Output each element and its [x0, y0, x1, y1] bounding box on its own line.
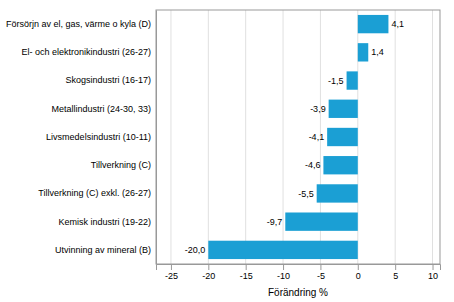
x-tick-label: -20 [202, 271, 215, 281]
data-label: -20,0 [185, 245, 206, 255]
x-tick-label: -25 [165, 271, 178, 281]
data-labels: -20,0 -9,7 -5,5 -4,6 -4,1 -3,9 -1,5 1,4 4,1 [185, 19, 404, 255]
x-tick: -25 [165, 264, 178, 281]
y-tick: Kemisk industri (19-22) [58, 217, 151, 227]
y-tick: Skogsindustri (16-17) [65, 75, 151, 85]
x-tick-mark [283, 264, 284, 270]
chart-svg: -25 -20 -15 -10 -5 0 5 10 Försörjn av el, gas, v… [0, 0, 454, 302]
bar [327, 128, 358, 146]
bar [347, 71, 358, 89]
bar [208, 241, 357, 259]
grid-line [432, 10, 433, 264]
data-label: -4,6 [305, 160, 321, 170]
y-tick: Livsmedelsindustri (10-11) [46, 132, 151, 142]
y-tick: El- och elektronikindustri (26-27) [21, 47, 151, 57]
x-axis: -25 -20 -15 -10 -5 0 5 10 [157, 264, 441, 281]
y-tick-label: Tillverkning (C) [91, 160, 151, 170]
x-axis-line [157, 265, 441, 271]
grid-line [283, 10, 284, 264]
data-label: 4,1 [391, 19, 404, 29]
y-tick: Utvinning av mineral (B) [55, 245, 151, 255]
y-tick-label: Utvinning av mineral (B) [55, 245, 151, 255]
data-label: -5,5 [298, 189, 314, 199]
grid-line [170, 10, 171, 264]
y-tick-label: Livsmedelsindustri (10-11) [46, 132, 151, 142]
grid-line [245, 10, 246, 264]
x-tick-label: 0 [356, 271, 361, 281]
grid-line [395, 10, 396, 264]
y-tick-label: Kemisk industri (19-22) [58, 217, 151, 227]
x-tick-label: 10 [428, 271, 438, 281]
data-label: -4,1 [309, 132, 325, 142]
y-tick-label: Tillverkning (C) exkl. (26-27) [38, 188, 151, 198]
x-tick-mark [320, 264, 321, 270]
bar [285, 212, 357, 230]
y-tick-label: Försörjn av el, gas, värme o kyla (D) [6, 19, 151, 29]
x-tick: -15 [240, 264, 253, 281]
x-tick: 0 [356, 264, 361, 281]
data-label: -9,7 [267, 217, 283, 227]
x-tick-mark [246, 264, 247, 270]
data-label: -1,5 [328, 76, 344, 86]
grid-line [208, 10, 209, 264]
y-tick-label: El- och elektronikindustri (26-27) [21, 47, 151, 57]
y-tick: Försörjn av el, gas, värme o kyla (D) [6, 19, 151, 29]
plot: -25 -20 -15 -10 -5 0 5 10 Försörjn av el, gas, v… [6, 10, 441, 281]
x-tick: -20 [202, 264, 215, 281]
x-tick-mark [395, 264, 396, 270]
bar [358, 15, 389, 33]
grid [171, 10, 433, 264]
bar [317, 184, 358, 202]
y-tick: Tillverkning (C) [91, 160, 151, 170]
bar [323, 156, 357, 174]
x-tick-label: 5 [393, 271, 398, 281]
x-tick: 5 [393, 264, 398, 281]
y-tick: Tillverkning (C) exkl. (26-27) [38, 188, 151, 198]
data-label: 1,4 [371, 47, 384, 57]
y-tick-label: Skogsindustri (16-17) [65, 75, 151, 85]
plot-frame [156, 10, 440, 264]
y-tick-label: Metallindustri (24-30, 33) [51, 104, 151, 114]
data-label: -3,9 [310, 104, 326, 114]
y-axis: Försörjn av el, gas, värme o kyla (D) El-… [6, 11, 157, 265]
bar [329, 100, 358, 118]
x-tick: -10 [277, 264, 290, 281]
x-tick-mark [433, 264, 434, 270]
x-tick: 10 [428, 264, 438, 281]
x-tick-label: -15 [240, 271, 253, 281]
y-tick: Metallindustri (24-30, 33) [51, 104, 151, 114]
bars [208, 15, 388, 259]
y-axis-line [156, 11, 157, 265]
x-tick: -5 [317, 264, 325, 281]
chart-container: -25 -20 -15 -10 -5 0 5 10 Försörjn av el, gas, v… [0, 0, 454, 302]
x-axis-title: Förändring % [268, 287, 328, 298]
x-tick-mark [208, 264, 209, 270]
x-tick-mark [171, 264, 172, 270]
x-tick-label: -5 [317, 271, 325, 281]
x-tick-label: -10 [277, 271, 290, 281]
bar [358, 43, 368, 61]
x-tick-mark [358, 264, 359, 270]
